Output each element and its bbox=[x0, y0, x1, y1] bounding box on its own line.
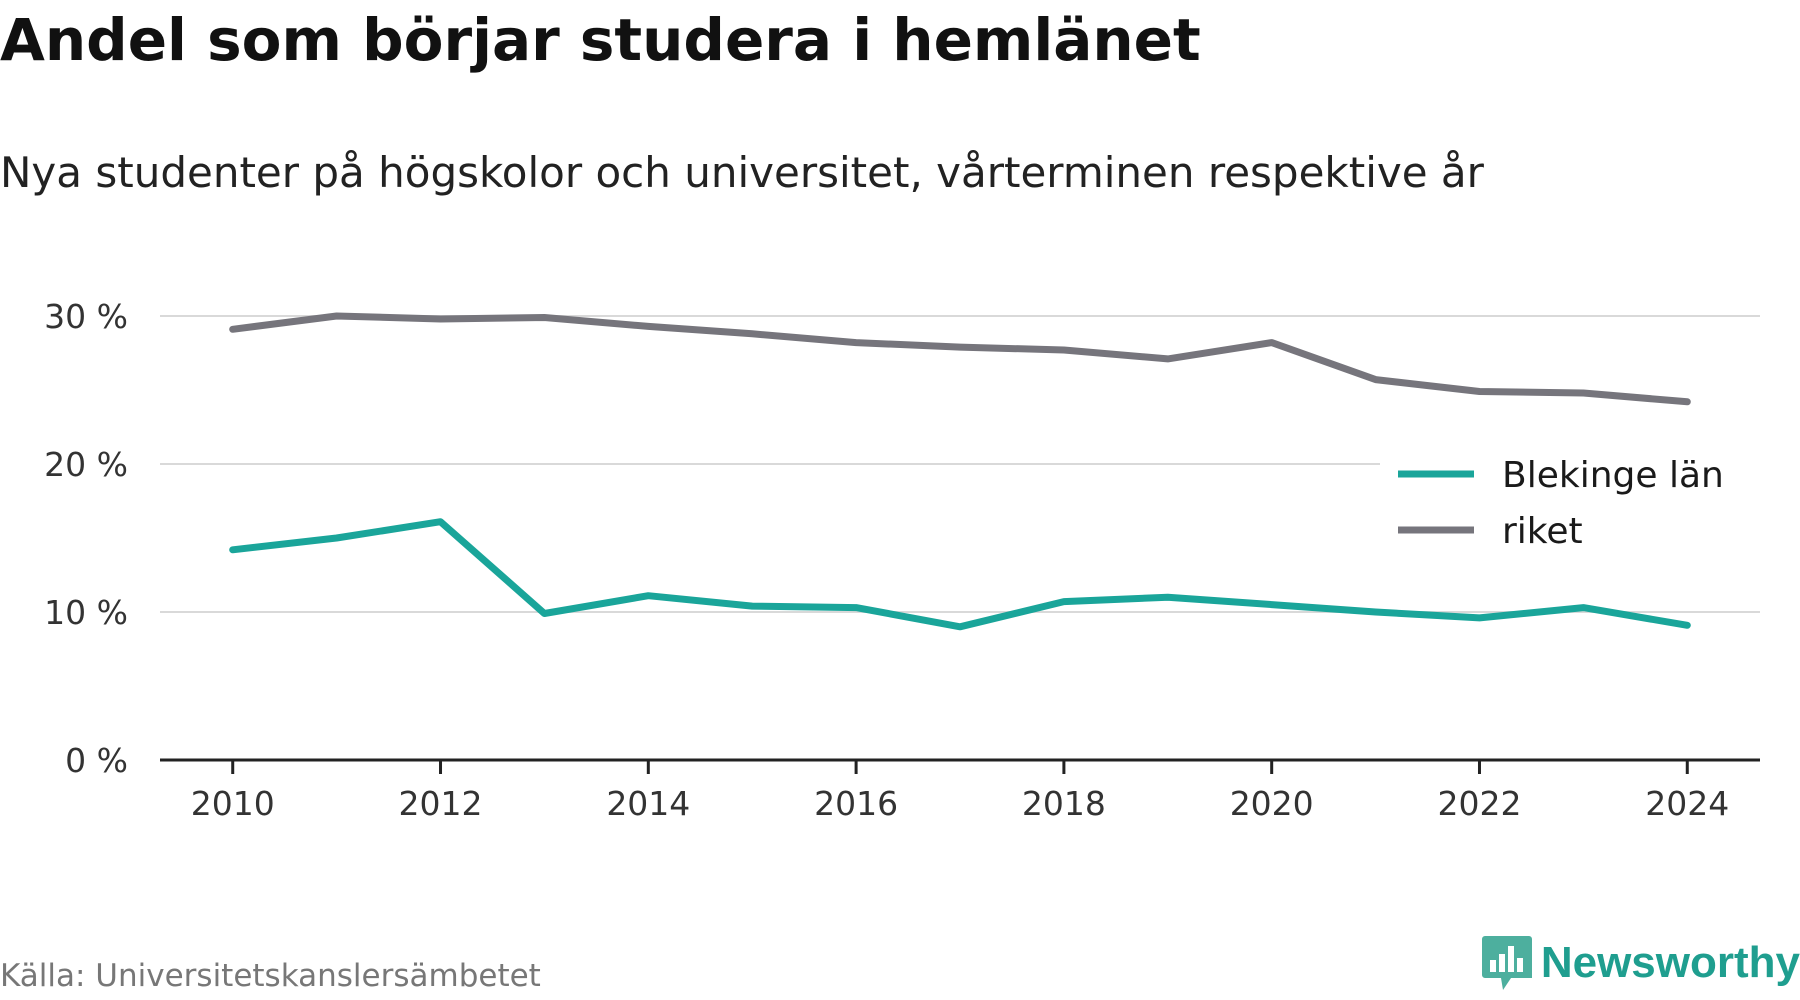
y-tick-label: 0 % bbox=[65, 741, 128, 780]
brand-name: Newsworthy bbox=[1540, 938, 1800, 987]
y-tick-label: 20 % bbox=[44, 445, 128, 484]
chart-subtitle: Nya studenter på högskolor och universit… bbox=[0, 148, 1484, 197]
newsworthy-logo-icon bbox=[1481, 936, 1532, 990]
series-lines bbox=[229, 312, 1691, 631]
x-tick-label: 2024 bbox=[1645, 784, 1729, 823]
x-tick-label: 2016 bbox=[814, 784, 898, 823]
legend-label: Blekinge län bbox=[1502, 455, 1724, 496]
brand-logo[interactable]: Newsworthy bbox=[1481, 934, 1800, 992]
y-tick-label: 10 % bbox=[44, 593, 128, 632]
series-line-riket bbox=[229, 312, 1691, 406]
y-tick-label: 30 % bbox=[44, 297, 128, 336]
x-tick-label: 2018 bbox=[1022, 784, 1106, 823]
line-chart: 0 % 10 % 20 % 30 % 2010 2012 2014 2016 2018 2020… bbox=[44, 297, 1762, 823]
x-tick-label: 2010 bbox=[191, 784, 275, 823]
x-tick-label: 2012 bbox=[399, 784, 483, 823]
legend: Blekinge län riket bbox=[1380, 440, 1762, 570]
x-tick-label: 2014 bbox=[606, 784, 690, 823]
x-tick-label: 2020 bbox=[1230, 784, 1314, 823]
legend-label: riket bbox=[1502, 511, 1583, 552]
x-axis-ticks: 2010 2012 2014 2016 2018 2020 2022 2024 bbox=[191, 760, 1729, 823]
legend-background bbox=[1380, 440, 1762, 570]
x-tick-label: 2022 bbox=[1437, 784, 1521, 823]
series-line-blekinge-län bbox=[229, 518, 1691, 631]
source-note: Källa: Universitetskanslersämbetet bbox=[0, 958, 541, 994]
y-axis-tick-labels: 0 % 10 % 20 % 30 % bbox=[44, 297, 128, 780]
chart-title: Andel som börjar studera i hemlänet bbox=[0, 6, 1201, 74]
